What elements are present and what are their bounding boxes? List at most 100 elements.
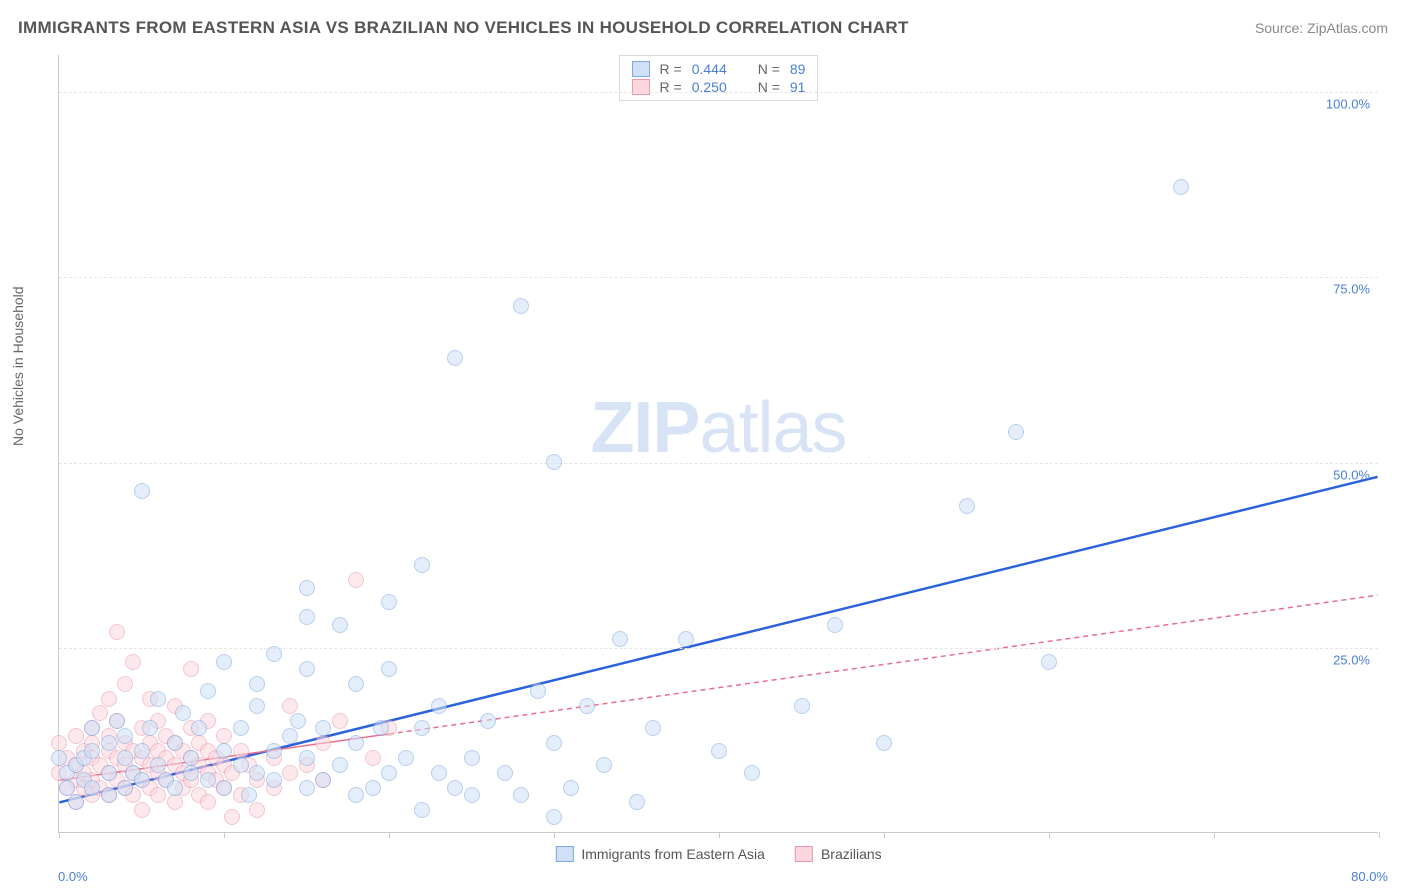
data-point [398, 750, 414, 766]
x-tick [719, 832, 720, 838]
data-point [241, 787, 257, 803]
data-point [794, 698, 810, 714]
data-point [332, 757, 348, 773]
data-point [373, 720, 389, 736]
data-point [134, 802, 150, 818]
n-label: N = [758, 61, 780, 77]
gridline [59, 92, 1378, 93]
watermark-light: atlas [699, 388, 846, 468]
plot-area: ZIPatlas R =0.444N =89R =0.250N =91 Immi… [58, 55, 1378, 833]
data-point [266, 646, 282, 662]
gridline [59, 277, 1378, 278]
gridline [59, 648, 1378, 649]
title-bar: IMMIGRANTS FROM EASTERN ASIA VS BRAZILIA… [18, 18, 1388, 38]
data-point [150, 691, 166, 707]
legend-swatch [632, 61, 650, 77]
data-point [216, 780, 232, 796]
y-tick-label: 100.0% [1326, 97, 1370, 112]
r-value: 0.444 [692, 61, 740, 77]
data-point [150, 757, 166, 773]
data-point [117, 728, 133, 744]
data-point [348, 676, 364, 692]
data-point [381, 594, 397, 610]
data-point [68, 728, 84, 744]
data-point [84, 720, 100, 736]
legend-series-item: Brazilians [795, 846, 882, 862]
data-point [299, 750, 315, 766]
data-point [183, 661, 199, 677]
data-point [224, 809, 240, 825]
data-point [348, 787, 364, 803]
data-point [348, 572, 364, 588]
data-point [216, 654, 232, 670]
legend-swatch [795, 846, 813, 862]
chart-title: IMMIGRANTS FROM EASTERN ASIA VS BRAZILIA… [18, 18, 909, 38]
data-point [497, 765, 513, 781]
data-point [282, 728, 298, 744]
data-point [134, 743, 150, 759]
data-point [249, 765, 265, 781]
x-axis-min-label: 0.0% [58, 869, 88, 884]
data-point [216, 728, 232, 744]
data-point [109, 624, 125, 640]
data-point [101, 735, 117, 751]
x-tick [1214, 832, 1215, 838]
legend-series-label: Immigrants from Eastern Asia [581, 846, 765, 862]
data-point [183, 765, 199, 781]
data-point [1173, 179, 1189, 195]
data-point [84, 780, 100, 796]
data-point [183, 750, 199, 766]
data-point [464, 750, 480, 766]
data-point [167, 735, 183, 751]
data-point [191, 720, 207, 736]
data-point [101, 765, 117, 781]
data-point [117, 676, 133, 692]
x-tick [389, 832, 390, 838]
x-tick [1379, 832, 1380, 838]
y-axis-title: No Vehicles in Household [10, 286, 26, 446]
data-point [464, 787, 480, 803]
data-point [546, 735, 562, 751]
data-point [59, 780, 75, 796]
data-point [117, 750, 133, 766]
data-point [233, 757, 249, 773]
y-tick-label: 25.0% [1333, 652, 1370, 667]
data-point [332, 713, 348, 729]
data-point [134, 483, 150, 499]
trend-lines-svg [59, 55, 1378, 832]
data-point [431, 765, 447, 781]
data-point [414, 557, 430, 573]
data-point [125, 654, 141, 670]
data-point [381, 765, 397, 781]
x-tick [554, 832, 555, 838]
data-point [200, 794, 216, 810]
data-point [480, 713, 496, 729]
data-point [513, 787, 529, 803]
data-point [117, 780, 133, 796]
data-point [282, 765, 298, 781]
data-point [167, 794, 183, 810]
legend-correlation: R =0.444N =89R =0.250N =91 [619, 55, 819, 101]
data-point [200, 772, 216, 788]
legend-correlation-row: R =0.250N =91 [632, 78, 806, 96]
watermark: ZIPatlas [590, 387, 846, 469]
data-point [266, 772, 282, 788]
data-point [101, 691, 117, 707]
data-point [1041, 654, 1057, 670]
source-label: Source: ZipAtlas.com [1255, 20, 1388, 36]
data-point [1008, 424, 1024, 440]
data-point [959, 498, 975, 514]
data-point [233, 720, 249, 736]
data-point [827, 617, 843, 633]
data-point [629, 794, 645, 810]
data-point [596, 757, 612, 773]
data-point [266, 743, 282, 759]
data-point [315, 735, 331, 751]
gridline [59, 463, 1378, 464]
data-point [315, 720, 331, 736]
y-tick-label: 75.0% [1333, 282, 1370, 297]
data-point [109, 713, 125, 729]
data-point [101, 787, 117, 803]
watermark-bold: ZIP [590, 388, 699, 468]
data-point [579, 698, 595, 714]
